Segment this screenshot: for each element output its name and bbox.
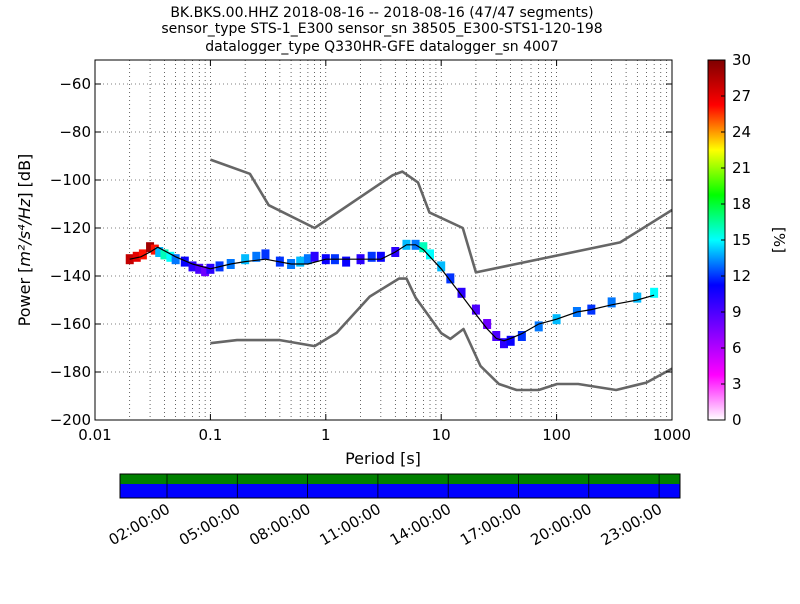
colorbar-tick-label: 27 <box>732 87 751 105</box>
histogram-cell <box>342 256 351 267</box>
histogram-cell <box>171 254 180 265</box>
colorbar-tick-label: 3 <box>732 375 742 393</box>
time-tick-label: 08:00:00 <box>246 500 313 549</box>
histogram-cell <box>437 261 446 272</box>
y-tick-label: −80 <box>59 123 91 141</box>
noise-model-line <box>210 277 673 392</box>
colorbar-tick-label: 12 <box>732 267 751 285</box>
colorbar: 0 3 6 9 12 15 18 21 24 27 30 [%] <box>707 51 788 429</box>
noise-model-line <box>209 158 673 274</box>
histogram-cell <box>155 247 164 257</box>
mode-line <box>129 244 655 342</box>
y-tick-label: −60 <box>59 75 91 93</box>
colorbar-label: [%] <box>770 227 788 253</box>
histogram-cell <box>426 249 435 260</box>
histogram-cell <box>132 251 141 262</box>
histogram-cell <box>241 254 250 265</box>
histogram-cell <box>376 251 385 262</box>
time-tick-label: 17:00:00 <box>457 500 524 549</box>
histogram-cell <box>188 261 197 272</box>
title-line: sensor_type STS-1_E300 sensor_sn 38505_E… <box>161 21 602 37</box>
histogram-cells <box>125 239 659 349</box>
y-tick-label: −180 <box>50 363 91 381</box>
histogram-cell <box>160 249 169 260</box>
time-tick-label: 02:00:00 <box>106 500 173 549</box>
histogram-cell <box>534 321 543 332</box>
time-tick-label: 23:00:00 <box>598 500 665 549</box>
histogram-cell <box>457 287 466 298</box>
x-tick-label: 0.1 <box>198 426 222 444</box>
chart-title: BK.BKS.00.HHZ 2018-08-16 -- 2018-08-16 (… <box>161 5 602 55</box>
histogram-cell <box>492 331 501 341</box>
colorbar-tick-label: 15 <box>732 231 751 249</box>
y-axis-label: Power [m²/s⁴/Hz] [dB] <box>15 154 34 327</box>
time-tick-label: 11:00:00 <box>317 500 384 549</box>
histogram-cell <box>296 256 305 267</box>
mode-line-path <box>129 244 655 342</box>
colorbar-tick-label: 30 <box>732 51 751 69</box>
y-tick-label: −140 <box>50 267 91 285</box>
availability-green-band <box>120 474 680 484</box>
colorbar-tick-label: 6 <box>732 339 742 357</box>
histogram-cell <box>471 304 480 315</box>
histogram-cell <box>517 331 526 341</box>
histogram-cell <box>506 335 515 346</box>
histogram-cell <box>252 251 261 262</box>
y-tick-label: −200 <box>50 411 91 429</box>
colorbar-tick-label: 0 <box>732 411 742 429</box>
y-tick-label: −160 <box>50 315 91 333</box>
histogram-cell <box>303 254 312 265</box>
histogram-cell <box>201 266 210 277</box>
noise-models <box>209 158 673 392</box>
title-line: datalogger_type Q330HR-GFE datalogger_sn… <box>205 39 558 55</box>
x-ticks: 0.01 0.1 1 10 100 1000 <box>78 60 691 444</box>
colorbar-tick-label: 18 <box>732 195 751 213</box>
histogram-cell <box>261 249 270 260</box>
histogram-cell <box>446 273 455 284</box>
histogram-cell <box>310 251 319 262</box>
histogram-cell <box>138 249 147 260</box>
histogram-cell <box>650 287 659 298</box>
histogram-cell <box>166 251 175 262</box>
x-tick-label: 0.01 <box>78 426 111 444</box>
histogram-cell <box>607 297 616 308</box>
x-axis-label: Period [s] <box>345 449 421 468</box>
time-tick-label: 14:00:00 <box>387 500 454 549</box>
grid <box>94 60 672 421</box>
time-tick-label: 20:00:00 <box>527 500 594 549</box>
plot-frame <box>94 59 673 421</box>
y-tick-label: −120 <box>50 219 91 237</box>
y-tick-label: −100 <box>50 171 91 189</box>
x-tick-label: 1 <box>321 426 331 444</box>
histogram-cell <box>180 256 189 267</box>
colorbar-ticks: 0 3 6 9 12 15 18 21 24 27 30 <box>721 51 751 429</box>
colorbar-tick-label: 24 <box>732 123 751 141</box>
time-tick-label: 05:00:00 <box>176 500 243 549</box>
availability-frame <box>119 473 681 499</box>
histogram-cell <box>633 292 642 303</box>
colorbar-tick-label: 21 <box>732 159 751 177</box>
histogram-cell <box>146 242 155 253</box>
data-availability-bar: 02:00:00 05:00:00 08:00:00 11:00:00 14:00:00… <box>106 473 681 549</box>
histogram-cell <box>195 263 204 274</box>
histogram-cell <box>419 242 428 253</box>
histogram-cell <box>483 319 492 329</box>
x-tick-label: 10 <box>432 426 451 444</box>
y-ticks: −200 −180 −160 −140 −120 −100 −80 −60 <box>50 75 672 429</box>
title-line: BK.BKS.00.HHZ 2018-08-16 -- 2018-08-16 (… <box>170 5 593 21</box>
histogram-cell <box>499 338 508 349</box>
x-tick-label: 1000 <box>653 426 691 444</box>
histogram-cell <box>367 251 376 262</box>
x-tick-label: 100 <box>542 426 571 444</box>
availability-blue-band <box>120 484 680 498</box>
colorbar-tick-label: 9 <box>732 303 742 321</box>
